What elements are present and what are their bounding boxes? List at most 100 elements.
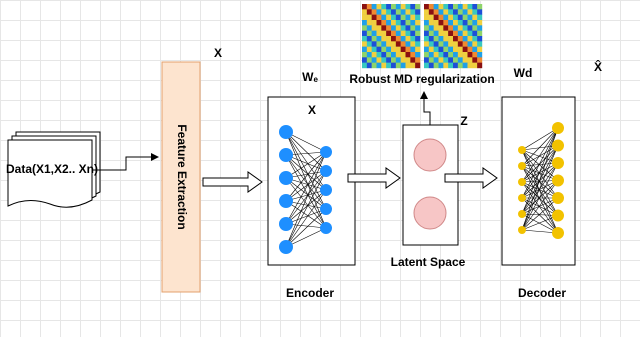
heatmap-cell [371, 46, 377, 53]
edge [521, 149, 559, 216]
heatmap-cell [453, 14, 459, 21]
heatmap-cell [366, 52, 372, 58]
node [552, 209, 564, 222]
heatmap-cell [448, 41, 454, 47]
node [279, 171, 293, 185]
heatmap-cell [424, 36, 430, 42]
heatmap-cell [410, 25, 416, 31]
heatmap-cell [477, 46, 483, 53]
heatmap-cell [467, 41, 473, 47]
regularization-label: Robust MD regularization [349, 72, 494, 86]
heatmap-cell [443, 36, 449, 42]
heatmap-cell [457, 4, 463, 10]
heatmap-cell [410, 20, 416, 26]
heatmap-cell [448, 36, 454, 42]
heatmap-cell [462, 36, 468, 42]
heatmap-cell [443, 46, 449, 53]
heatmap-cell [453, 52, 459, 58]
heatmap-cell [443, 30, 449, 37]
heatmap-cell [395, 36, 401, 42]
heatmap-cell [428, 20, 434, 26]
node [552, 174, 564, 187]
heatmap-cell [448, 14, 454, 21]
heatmap-cell [424, 20, 430, 26]
heatmap-cell [433, 52, 439, 58]
heatmap-cell [448, 57, 454, 63]
heatmap-cell [362, 30, 368, 37]
heatmap-cell [438, 46, 444, 53]
heatmap-cell [381, 52, 387, 58]
edge [521, 162, 559, 199]
heatmap-cell [376, 25, 382, 31]
heatmap-cell [448, 20, 454, 26]
edge [521, 213, 559, 216]
heatmap-cell [376, 20, 382, 26]
heatmap-cell [462, 46, 468, 53]
heatmap-cell [467, 20, 473, 26]
heatmap-cell [405, 52, 411, 58]
heatmap-cell [428, 52, 434, 58]
heatmap-cell [462, 20, 468, 26]
node [552, 227, 564, 239]
edge [285, 208, 327, 248]
heatmap-cell [433, 36, 439, 42]
heatmap-cell [391, 25, 397, 31]
edge [521, 180, 559, 215]
heatmap-cell [472, 14, 478, 21]
heatmap-cell [472, 57, 478, 63]
heatmap-cell [448, 9, 454, 15]
node [552, 157, 564, 169]
heatmap-cell [371, 14, 377, 21]
heatmap-cell [453, 9, 459, 15]
heatmap-cell [395, 41, 401, 47]
edge [521, 229, 559, 234]
heatmap-cell [433, 30, 439, 37]
heatmap-cell [472, 46, 478, 53]
edge [521, 145, 559, 231]
decoder-network [518, 122, 564, 239]
heatmap-cell [400, 41, 406, 47]
encoder-weight-base: W [302, 70, 314, 84]
decoder-label: Decoder [518, 286, 566, 300]
heatmap-cell [443, 52, 449, 58]
heatmap-cell [386, 41, 392, 47]
heatmap-cell [410, 36, 416, 42]
heatmap-cell [448, 46, 454, 53]
heatmap-cell [400, 36, 406, 42]
edge [285, 131, 327, 191]
heatmap-cell [400, 4, 406, 10]
heatmap-cell [400, 14, 406, 21]
heatmap-cell [405, 41, 411, 47]
heatmap-cell [366, 4, 372, 10]
heatmap-cell [457, 41, 463, 47]
heatmap-cell [366, 30, 372, 37]
heatmap-cell [395, 52, 401, 58]
heatmap-cell [410, 57, 416, 63]
heatmap-cell [362, 9, 368, 15]
heatmap-cell [381, 4, 387, 10]
heatmap-cell [462, 9, 468, 15]
edge [521, 181, 559, 199]
heatmap-cell [424, 41, 430, 47]
edge [285, 131, 327, 153]
heatmap-cell [386, 9, 392, 15]
heatmap-cell [448, 30, 454, 37]
heatmap-cell [410, 41, 416, 47]
heatmap-cell [410, 14, 416, 21]
heatmap-cell [457, 14, 463, 21]
heatmap-cell [438, 52, 444, 58]
heatmap-cell [376, 36, 382, 42]
heatmap-cell [457, 36, 463, 42]
heatmap-cell [433, 41, 439, 47]
heatmap-cell [371, 9, 377, 15]
heatmap-cell [410, 46, 416, 53]
heatmap-cell [376, 4, 382, 10]
heatmap-cell [477, 20, 483, 26]
edge [521, 165, 559, 199]
heatmap-cell [443, 25, 449, 31]
heatmap-cell [366, 14, 372, 21]
heatmap-cell [371, 4, 377, 10]
heatmap-cell [443, 20, 449, 26]
arrow [420, 91, 431, 125]
edge [521, 149, 559, 164]
